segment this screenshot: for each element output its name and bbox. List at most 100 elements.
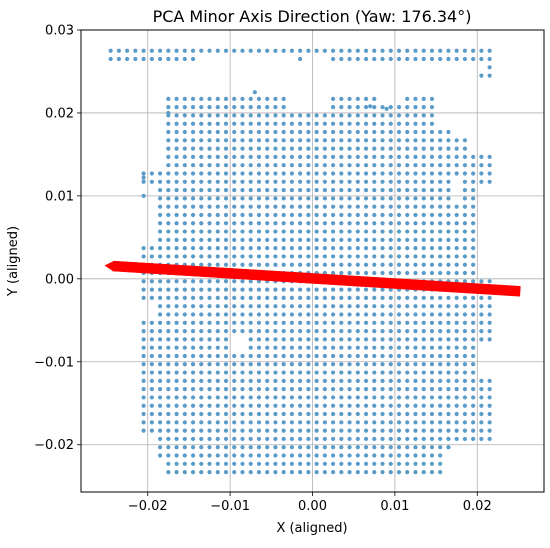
- scatter-point: [339, 262, 344, 267]
- scatter-point: [166, 221, 171, 226]
- scatter-point: [322, 370, 327, 375]
- scatter-point: [273, 420, 278, 425]
- scatter-point: [215, 345, 220, 350]
- scatter-point: [174, 221, 179, 226]
- scatter-point: [273, 121, 278, 126]
- scatter-point: [273, 138, 278, 143]
- scatter-point: [429, 121, 435, 126]
- scatter-point: [232, 353, 237, 359]
- scatter-point: [265, 212, 270, 218]
- scatter-point: [396, 262, 402, 267]
- scatter-point: [462, 229, 468, 234]
- scatter-point: [190, 254, 196, 259]
- scatter-point: [471, 187, 476, 193]
- scatter-point: [240, 378, 245, 383]
- scatter-point: [199, 295, 204, 301]
- scatter-point: [207, 129, 212, 135]
- scatter-point: [396, 411, 402, 417]
- scatter-point: [314, 320, 319, 325]
- scatter-point: [322, 295, 327, 301]
- scatter-point: [479, 411, 484, 417]
- scatter-point: [108, 48, 113, 53]
- scatter-point: [413, 171, 418, 176]
- scatter-point: [339, 370, 344, 375]
- scatter-point: [298, 262, 303, 267]
- scatter-point: [347, 362, 352, 367]
- scatter-point: [322, 146, 327, 151]
- scatter-point: [396, 328, 402, 334]
- scatter-point: [166, 312, 171, 317]
- scatter-point: [339, 105, 344, 110]
- scatter-point: [289, 411, 294, 417]
- scatter-point: [388, 395, 393, 400]
- scatter-point: [298, 461, 303, 466]
- scatter-point: [182, 461, 187, 466]
- scatter-point: [273, 411, 278, 417]
- scatter-point: [446, 445, 451, 450]
- scatter-point: [199, 320, 204, 325]
- scatter-point: [190, 138, 196, 143]
- scatter-point: [281, 163, 286, 168]
- scatter-point: [446, 129, 451, 135]
- scatter-point: [380, 411, 385, 417]
- scatter-point: [248, 179, 253, 184]
- scatter-point: [265, 96, 270, 101]
- scatter-point: [289, 129, 294, 135]
- scatter-point: [281, 121, 286, 126]
- scatter-point: [372, 48, 377, 53]
- scatter-point: [289, 337, 294, 342]
- scatter-point: [232, 411, 237, 417]
- scatter-point: [306, 428, 311, 433]
- scatter-point: [380, 196, 385, 201]
- scatter-point: [471, 328, 476, 334]
- scatter-point: [421, 378, 426, 383]
- scatter-point: [446, 328, 451, 334]
- scatter-point: [232, 304, 237, 309]
- scatter-point: [471, 237, 476, 242]
- scatter-point: [487, 295, 492, 301]
- scatter-point: [339, 387, 344, 392]
- scatter-point: [141, 420, 146, 425]
- scatter-point: [166, 121, 171, 126]
- scatter-point: [232, 113, 237, 118]
- scatter-point: [281, 337, 286, 342]
- scatter-point: [471, 204, 476, 209]
- scatter-point: [413, 320, 418, 325]
- scatter-point: [372, 138, 377, 143]
- scatter-point: [199, 221, 204, 226]
- scatter-point: [248, 96, 253, 101]
- scatter-point: [438, 387, 443, 392]
- scatter-point: [174, 287, 179, 292]
- scatter-point: [438, 56, 443, 62]
- y-tick-label: 0.03: [45, 24, 74, 39]
- scatter-point: [372, 229, 377, 234]
- scatter-point: [405, 320, 410, 325]
- scatter-point: [471, 163, 476, 168]
- scatter-point: [149, 246, 154, 251]
- scatter-point: [396, 48, 402, 53]
- scatter-point: [174, 403, 179, 408]
- scatter-point: [413, 304, 418, 309]
- scatter-point: [429, 48, 435, 53]
- scatter-point: [207, 221, 212, 226]
- scatter-point: [331, 138, 336, 143]
- scatter-point: [306, 113, 311, 118]
- scatter-point: [240, 304, 245, 309]
- scatter-point: [322, 171, 327, 176]
- scatter-point: [454, 229, 459, 234]
- scatter-point: [462, 187, 468, 193]
- scatter-point: [421, 246, 426, 251]
- scatter-point: [479, 295, 484, 301]
- scatter-point: [265, 403, 270, 408]
- scatter-point: [199, 287, 204, 292]
- scatter-point: [298, 370, 303, 375]
- scatter-point: [182, 196, 187, 201]
- scatter-point: [273, 179, 278, 184]
- scatter-point: [240, 295, 245, 301]
- scatter-point: [149, 353, 154, 359]
- scatter-point: [405, 395, 410, 400]
- scatter-point: [149, 345, 154, 350]
- scatter-point: [322, 121, 327, 126]
- scatter-point: [256, 221, 262, 226]
- scatter-point: [174, 453, 179, 458]
